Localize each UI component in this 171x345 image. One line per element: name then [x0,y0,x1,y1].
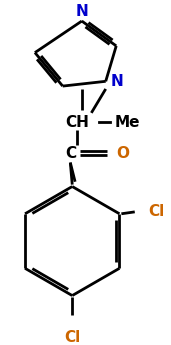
Text: CH: CH [65,115,89,130]
Text: Me: Me [115,115,140,130]
Text: Cl: Cl [148,204,164,219]
Text: O: O [116,146,129,160]
Text: N: N [75,4,88,19]
Text: C: C [65,146,76,160]
Text: Cl: Cl [64,330,80,345]
Text: N: N [110,74,123,89]
